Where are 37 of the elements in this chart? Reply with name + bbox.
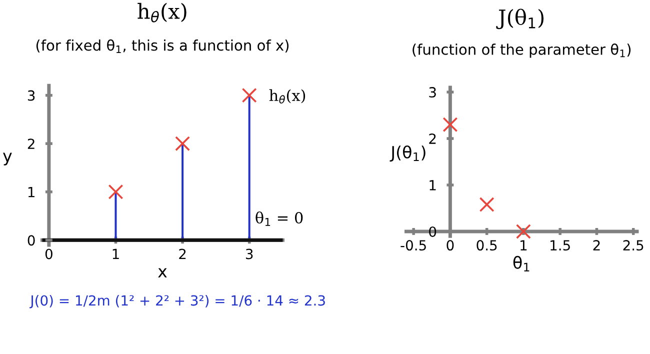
point: [479, 197, 494, 212]
x-tick-label: 1: [112, 248, 119, 260]
y-tick-label: 2: [429, 134, 436, 144]
x-tick-label: 0: [45, 248, 52, 260]
y-tick-label: 3: [28, 90, 35, 101]
x-tick-label: 0: [446, 240, 454, 251]
chart-title: h$_{θ}$(x): [138, 2, 186, 22]
x-axis-title: θ$_{1}$: [513, 256, 530, 272]
annotation: θ$_{1}$ = 0: [256, 212, 303, 226]
y-tick-label: 1: [430, 180, 436, 190]
x-tick-label: 1: [520, 240, 527, 250]
point: [242, 88, 257, 103]
y-axis-title: y: [3, 152, 12, 166]
x-tick-label: 3: [246, 248, 253, 260]
chart-subtitle: (for fixed θ$_{1}$, this is a function of x): [36, 39, 289, 53]
annotation: h$_{θ}$(x): [269, 89, 306, 104]
bar: [182, 144, 184, 240]
chart-title: J(θ$_{1}$): [496, 8, 544, 30]
point: [175, 136, 190, 152]
point: [108, 184, 124, 200]
text: J(0) = 1/2m (1² + 2² + 3²) = 1/6 · 14 ≈ 2.3: [30, 294, 325, 308]
y-tick-label: 1: [28, 187, 34, 198]
point: [516, 224, 531, 239]
point: [442, 117, 458, 132]
y-tick-label: 3: [429, 87, 436, 98]
x-tick-label: 2: [179, 248, 186, 260]
x-tick-label: 1.5: [550, 240, 570, 251]
x-axis-title: x: [158, 268, 167, 278]
chart-subtitle: (function of the parameter θ$_{1}$): [412, 44, 631, 58]
y-axis-title: J(θ$_{1}$): [390, 145, 426, 162]
bar: [114, 192, 117, 240]
x-tick-label: 0.5: [476, 240, 497, 251]
x-tick-label: -0.5: [400, 240, 426, 251]
x-tick-label: 2: [593, 240, 600, 250]
x-tick-label: 2.5: [623, 240, 644, 251]
y-tick-label: 2: [28, 138, 34, 149]
bar: [248, 95, 250, 240]
